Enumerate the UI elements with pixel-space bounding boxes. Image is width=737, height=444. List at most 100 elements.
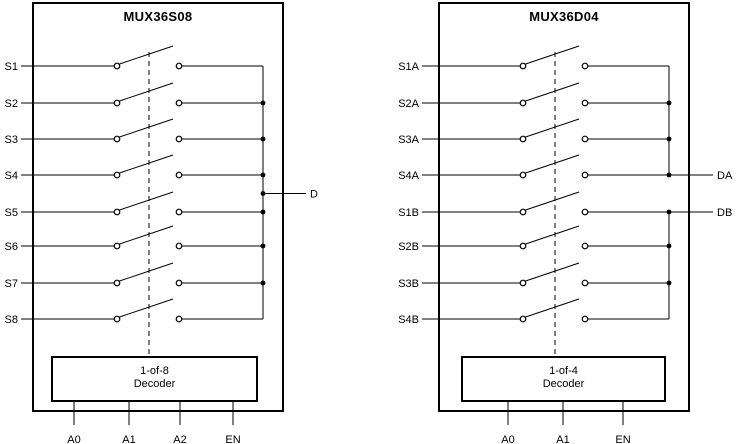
input-pin-label: S5 xyxy=(5,207,18,219)
switch-contact-left xyxy=(519,99,527,107)
switch-arm xyxy=(525,154,580,174)
switch-arm xyxy=(525,225,580,245)
address-pin-label: A1 xyxy=(122,434,135,444)
junction-dot xyxy=(260,280,266,286)
input-pin-label: S1 xyxy=(5,61,18,73)
switch-contact-left xyxy=(519,62,527,70)
switch-contact-left xyxy=(113,279,121,287)
junction-dot xyxy=(260,243,266,249)
switch-contact-left xyxy=(519,279,527,287)
address-pin-label: A1 xyxy=(556,434,569,444)
switch-contact-left xyxy=(113,242,121,250)
switch-contact-left xyxy=(519,171,527,179)
switch-contact-right xyxy=(175,99,183,107)
switch-contact-left xyxy=(113,135,121,143)
junction-dot xyxy=(666,243,672,249)
junction-dot xyxy=(260,136,266,142)
address-pin-label: A0 xyxy=(501,434,514,444)
switch-arm xyxy=(119,82,174,102)
switch-arm xyxy=(119,154,174,174)
switch-arm xyxy=(119,118,174,138)
switch-contact-right xyxy=(581,208,589,216)
input-pin-label: S4 xyxy=(5,170,18,182)
decoder-label: 1-of-4 xyxy=(549,365,578,377)
decoder-box xyxy=(461,356,666,402)
input-pin-label: S4A xyxy=(398,170,419,182)
diagram-mux36d04: MUX36D04 S1A S2A S3A S4A S1B S2B S3B S4B DA DB 1-of… xyxy=(398,2,733,444)
input-pin-label: S3B xyxy=(398,278,419,290)
switch-contact-right xyxy=(175,242,183,250)
switch-arm xyxy=(525,82,580,102)
input-pin-label: S2B xyxy=(398,241,419,253)
junction-dot xyxy=(666,136,672,142)
address-pin-label: EN xyxy=(225,434,240,444)
junction-dot xyxy=(260,191,266,196)
address-pin-label: A0 xyxy=(67,434,80,444)
input-pin-label: S2 xyxy=(5,98,18,110)
device-title: MUX36S08 xyxy=(124,9,193,24)
input-pin-label: S1A xyxy=(398,61,419,73)
switch-contact-left xyxy=(113,315,121,323)
switch-contact-right xyxy=(175,171,183,179)
switch-arm xyxy=(119,262,174,282)
output-pin-label: D xyxy=(310,189,318,201)
junction-dot xyxy=(666,280,672,286)
device-outline xyxy=(32,2,284,412)
switch-contact-right xyxy=(175,135,183,143)
junction-dot xyxy=(260,209,266,215)
junction-dot xyxy=(666,209,672,215)
input-pin-label: S6 xyxy=(5,241,18,253)
decoder-box xyxy=(51,356,258,402)
switch-contact-right xyxy=(175,208,183,216)
junction-dot xyxy=(666,172,672,178)
switch-contact-left xyxy=(519,135,527,143)
decoder-label: 1-of-8 xyxy=(140,365,169,377)
input-pin-label: S4B xyxy=(398,314,419,326)
switch-contact-right xyxy=(175,315,183,323)
switch-arm xyxy=(525,45,580,65)
switch-contact-left xyxy=(113,171,121,179)
switch-arm xyxy=(525,298,580,318)
device-outline xyxy=(438,2,690,412)
switch-contact-left xyxy=(519,208,527,216)
switch-contact-right xyxy=(175,279,183,287)
address-pin-label: A2 xyxy=(173,434,186,444)
switch-contact-left xyxy=(113,99,121,107)
decoder-label: Decoder xyxy=(134,378,176,390)
switch-contact-left xyxy=(113,208,121,216)
junction-dot xyxy=(260,100,266,106)
input-pin-label: S3 xyxy=(5,134,18,146)
input-pin-label: S3A xyxy=(398,134,419,146)
device-title: MUX36D04 xyxy=(529,9,599,24)
input-pin-label: S8 xyxy=(5,314,18,326)
junction-dot xyxy=(260,172,266,178)
switch-contact-left xyxy=(519,242,527,250)
switch-contact-right xyxy=(175,62,183,70)
output-pin-label: DA xyxy=(717,170,733,182)
switch-contact-right xyxy=(581,315,589,323)
output-pin-label: DB xyxy=(717,207,732,219)
switch-contact-left xyxy=(113,62,121,70)
switch-contact-right xyxy=(581,135,589,143)
switch-contact-right xyxy=(581,279,589,287)
input-pin-label: S7 xyxy=(5,278,18,290)
switch-contact-right xyxy=(581,171,589,179)
decoder-label: Decoder xyxy=(543,378,585,390)
switch-contact-left xyxy=(519,315,527,323)
address-pin-label: EN xyxy=(615,434,630,444)
switch-arm xyxy=(525,191,580,211)
junction-dot xyxy=(666,100,672,106)
switch-arm xyxy=(525,118,580,138)
switch-contact-right xyxy=(581,62,589,70)
switch-arm xyxy=(119,191,174,211)
switch-arm xyxy=(119,225,174,245)
switch-contact-right xyxy=(581,99,589,107)
input-pin-label: S1B xyxy=(398,207,419,219)
switch-contact-right xyxy=(581,242,589,250)
switch-arm xyxy=(119,298,174,318)
switch-arm xyxy=(525,262,580,282)
switch-arm xyxy=(119,45,174,65)
